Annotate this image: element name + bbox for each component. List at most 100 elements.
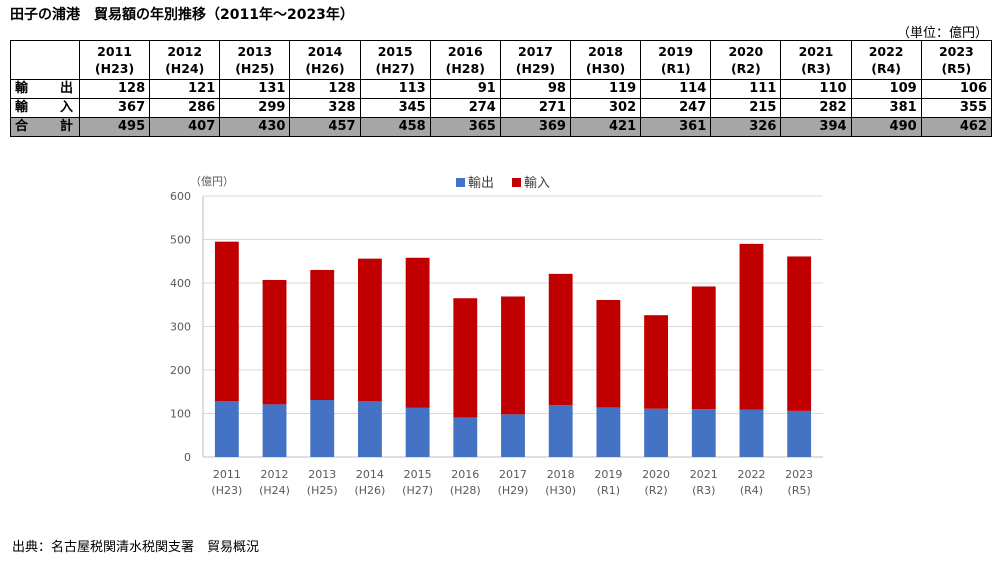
era-label: (H27)	[375, 61, 415, 76]
x-tick-sublabel: (H26)	[354, 484, 385, 497]
x-tick-label: 2011	[213, 468, 241, 481]
y-ticks: 0 100 200 300 400 500 600	[170, 190, 191, 464]
bar-segment-export	[405, 407, 430, 457]
y-tick-label: 600	[170, 190, 191, 203]
bar-segment-export	[548, 405, 573, 457]
table-year-header: 2014 (H26)	[289, 40, 361, 80]
table-year-header: 2019 (R1)	[640, 40, 712, 80]
table-cell: 110	[780, 79, 852, 99]
bars	[214, 241, 812, 457]
legend-swatch	[512, 178, 521, 187]
era-label: (H30)	[585, 61, 626, 76]
x-tick-sublabel: (R5)	[788, 484, 811, 497]
x-tick-label: 2021	[690, 468, 718, 481]
table-year-header: 2020 (R2)	[710, 40, 782, 80]
table-cell: 109	[850, 79, 922, 99]
table-row: 輸出 128 121 131 128 113 91 98 119 114 111 110 109 106	[10, 79, 993, 99]
x-tick-label: 2013	[308, 468, 336, 481]
year-label: 2015	[377, 44, 413, 59]
x-tick-label: 2014	[356, 468, 384, 481]
bar-segment-export	[262, 404, 287, 457]
bar-segment-export	[691, 409, 716, 457]
table-cell: 119	[569, 79, 642, 99]
y-tick-label: 400	[170, 277, 191, 290]
x-tick-label: 2023	[785, 468, 813, 481]
x-tick-label: 2018	[547, 468, 575, 481]
y-tick-label: 300	[170, 321, 191, 334]
era-label: (H29)	[515, 61, 556, 76]
table-cell: 114	[640, 79, 712, 99]
table-year-header: 2012 (H24)	[149, 40, 221, 80]
year-label: 2012	[167, 44, 203, 59]
table-corner-cell	[10, 40, 80, 80]
x-tick-sublabel: (H25)	[307, 484, 338, 497]
x-tick-sublabel: (H24)	[259, 484, 290, 497]
x-tick-sublabel: (H28)	[450, 484, 481, 497]
bar-segment-import	[501, 296, 525, 415]
era-label: (R2)	[730, 61, 761, 76]
era-label: (H24)	[165, 61, 205, 76]
era-label: (H26)	[305, 61, 345, 76]
x-tick-label: 2019	[594, 468, 622, 481]
x-tick-label: 2015	[404, 468, 432, 481]
bar-segment-import	[548, 273, 573, 406]
table-cell: 495	[78, 117, 151, 137]
table-year-header: 2011 (H23)	[78, 40, 151, 80]
x-tick-label: 2016	[451, 468, 479, 481]
x-tick-sublabel: (H30)	[545, 484, 576, 497]
table-cell: 274	[429, 98, 501, 118]
table-cell: 131	[219, 79, 291, 99]
era-label: (R3)	[801, 61, 831, 76]
bar-segment-export	[358, 401, 382, 457]
year-label: 2014	[307, 44, 343, 59]
unit-label: （単位：億円）	[896, 26, 988, 41]
bar-segment-import	[405, 257, 430, 408]
bar-segment-import	[691, 286, 716, 410]
table-row: 合計 495 407 430 457 458 365 369 421 361 326 394 490 46…	[10, 117, 993, 137]
table-cell: 302	[569, 98, 642, 118]
x-tick-sublabel: (R1)	[597, 484, 620, 497]
bar-segment-export	[214, 401, 239, 457]
y-tick-label: 500	[170, 234, 191, 247]
table-cell: 128	[78, 79, 151, 99]
bar-segment-import	[214, 241, 239, 402]
table-year-header: 2022 (R4)	[850, 40, 922, 80]
table-year-header: 2015 (H27)	[359, 40, 431, 80]
legend: 輸出 輸入	[456, 176, 550, 191]
legend-label: 輸入	[524, 176, 550, 191]
table-year-header: 2021 (R3)	[780, 40, 852, 80]
era-label: (R4)	[871, 61, 901, 76]
table-cell: 113	[359, 79, 431, 99]
bar-segment-export	[644, 408, 668, 457]
table-cell: 430	[219, 117, 291, 137]
source-note: 出典：名古屋税関清水税関支署 貿易概況	[12, 540, 260, 555]
bar-segment-import	[262, 279, 287, 405]
x-ticks: 2011 (H23) 2012 (H24) 2013 (H25) 2014 (H26) 2015…	[211, 468, 813, 497]
x-tick-sublabel: (R2)	[644, 484, 667, 497]
x-tick-sublabel: (R4)	[740, 484, 763, 497]
table-cell: 328	[289, 98, 361, 118]
x-tick-sublabel: (H27)	[402, 484, 433, 497]
table-cell: 106	[920, 79, 993, 99]
x-tick-label: 2017	[499, 468, 527, 481]
year-label: 2019	[658, 44, 694, 59]
table-year-header: 2018 (H30)	[569, 40, 642, 80]
y-axis-label: （億円）	[190, 175, 234, 188]
year-label: 2022	[868, 44, 904, 59]
bar-segment-import	[310, 269, 335, 401]
bar-segment-import	[739, 243, 764, 410]
table-cell: 355	[920, 98, 993, 118]
bar-segment-import	[644, 315, 668, 409]
bar-segment-export	[739, 409, 764, 457]
table-cell: 361	[640, 117, 712, 137]
table-cell: 271	[499, 98, 571, 118]
year-label: 2020	[728, 44, 764, 59]
bar-segment-export	[453, 417, 478, 457]
page-title: 田子の浦港 貿易額の年別推移（2011年～2023年）	[10, 7, 354, 23]
x-tick-sublabel: (H23)	[211, 484, 242, 497]
table-cell: 91	[429, 79, 501, 99]
table-cell: 121	[149, 79, 221, 99]
year-label: 2013	[237, 44, 273, 59]
table-cell: 367	[78, 98, 151, 118]
